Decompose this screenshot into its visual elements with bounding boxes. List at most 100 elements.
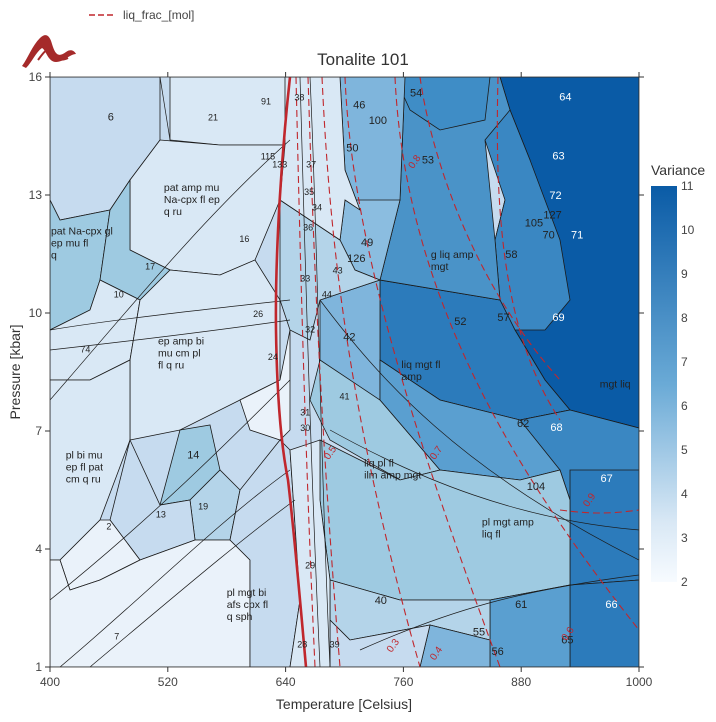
assemblage-label-line: pl mgt amp — [482, 516, 534, 528]
field-label: 57 — [497, 312, 509, 324]
field-label: 36 — [303, 222, 313, 232]
x-tick-label: 400 — [40, 675, 60, 689]
field-label: 126 — [347, 253, 365, 265]
field-label: 39 — [330, 639, 340, 649]
assemblage-label-line: ep amp bi — [158, 335, 204, 347]
assemblage-label-line: q sph — [227, 611, 253, 623]
field-label: 26 — [253, 309, 263, 319]
field-label: 35 — [304, 187, 314, 197]
liq-frac-contour — [419, 77, 561, 381]
assemblage-label: mgt liq — [600, 379, 631, 391]
field-label: 67 — [600, 473, 612, 485]
field-label: 41 — [339, 392, 349, 402]
x-axis-label: Temperature [Celsius] — [276, 696, 412, 712]
assemblage-label: pl bi mu ep fl pat cm q ru — [66, 450, 103, 486]
boundary-line — [359, 574, 639, 651]
field-label: 54 — [410, 88, 422, 100]
assemblage-label-line: ep mu fl — [51, 237, 88, 249]
assemblage-label: ep amp bi mu cm pl fl q ru — [158, 335, 204, 371]
assemblage-label-line: pat Na-cpx gl — [51, 225, 113, 237]
field-label: 28 — [297, 639, 307, 649]
field-label: 56 — [492, 646, 504, 658]
y-axis-label: Pressure [kbar] — [7, 325, 23, 420]
field-label: 52 — [454, 316, 466, 328]
field-label: 58 — [505, 249, 517, 261]
field-label: 64 — [559, 92, 571, 104]
field-label: 38 — [294, 93, 304, 103]
assemblage-label: liq pl fl ilm amp mgt — [364, 457, 421, 481]
field-label: 91 — [261, 97, 271, 107]
field-label: 19 — [198, 502, 208, 512]
liq-frac-contour — [321, 77, 421, 667]
field-label: 43 — [333, 266, 343, 276]
field-label: 62 — [517, 418, 529, 430]
assemblage-label-line: liq fl — [482, 528, 501, 540]
liq-frac-contour — [394, 77, 639, 631]
boundary-line — [50, 379, 291, 601]
y-tick-label: 10 — [29, 306, 43, 320]
field-label: 16 — [239, 234, 249, 244]
boundary-line — [299, 77, 321, 667]
field-66-region — [569, 579, 639, 667]
assemblage-label-line: fl q ru — [158, 359, 184, 371]
field-label: 104 — [527, 481, 545, 493]
assemblage-label-line: mgt liq — [600, 379, 631, 391]
assemblage-label-line: pl bi mu — [66, 450, 103, 462]
field-label: 105 — [525, 217, 543, 229]
field-label: 37 — [306, 159, 316, 169]
field-label: 21 — [208, 112, 218, 122]
field-label: 71 — [571, 229, 583, 241]
field-label: 2 — [106, 521, 111, 531]
assemblage-label: pat amp mu Na-cpx fl ep q ru — [164, 182, 220, 218]
colorbar-title: Variance — [651, 162, 705, 178]
y-tick-label: 4 — [35, 542, 42, 556]
variance-regions — [50, 77, 639, 667]
field-label: 127 — [543, 210, 561, 222]
field-label: 68 — [550, 422, 562, 434]
assemblage-label-line: q ru — [164, 206, 182, 218]
field-label: 53 — [422, 155, 434, 167]
field-label: 32 — [305, 325, 315, 335]
field-label: 34 — [312, 203, 322, 213]
assemblage-label-line: Na-cpx fl ep — [164, 194, 220, 206]
colorbar-tick-label: 11 — [681, 179, 694, 193]
boundary-line — [50, 319, 291, 351]
colorbar-tick-label: 9 — [681, 267, 688, 281]
y-tick-label: 13 — [29, 188, 43, 202]
field-label: 18 — [158, 69, 168, 79]
assemblage-label-line: ep fl pat — [66, 462, 103, 474]
legend-label: liq_frac_[mol] — [123, 8, 194, 22]
liq-frac-contours — [295, 77, 639, 667]
legend[interactable]: liq_frac_[mol] — [89, 8, 194, 22]
field-label: 74 — [80, 344, 90, 354]
assemblage-label: pl mgt bi afs cpx fl q sph — [227, 587, 268, 623]
y-tick-label: 1 — [35, 660, 42, 674]
field-label: 33 — [300, 274, 310, 284]
field-21-region — [169, 77, 291, 146]
boundary-line — [50, 299, 291, 331]
field-label: 44 — [322, 289, 332, 299]
assemblage-label-line: pat amp mu — [164, 182, 220, 194]
x-tick-label: 1000 — [626, 675, 653, 689]
field-label: 70 — [543, 229, 555, 241]
assemblage-label: liq mgt fl amp — [401, 359, 440, 383]
field-label: 7 — [114, 631, 119, 641]
boundary-line — [89, 499, 296, 667]
colorbar-tick-label: 7 — [681, 355, 688, 369]
x-tick-label: 760 — [393, 675, 413, 689]
chart-title: Tonalite 101 — [317, 50, 409, 69]
liq-frac-contour — [496, 77, 561, 421]
y-axis: 1 4 7 10 13 16 — [29, 70, 644, 674]
boundary-line — [59, 469, 291, 667]
plot-border — [49, 76, 640, 668]
field-label: 102 — [470, 68, 488, 80]
y-tick-label: 16 — [29, 70, 43, 84]
colorbar-tick-label: 6 — [681, 399, 688, 413]
x-tick-label: 520 — [158, 675, 178, 689]
assemblage-label-line: pl mgt bi — [227, 587, 267, 599]
liq-frac-contour — [295, 77, 316, 667]
field-label: 24 — [268, 352, 278, 362]
field-label: 63 — [552, 151, 564, 163]
